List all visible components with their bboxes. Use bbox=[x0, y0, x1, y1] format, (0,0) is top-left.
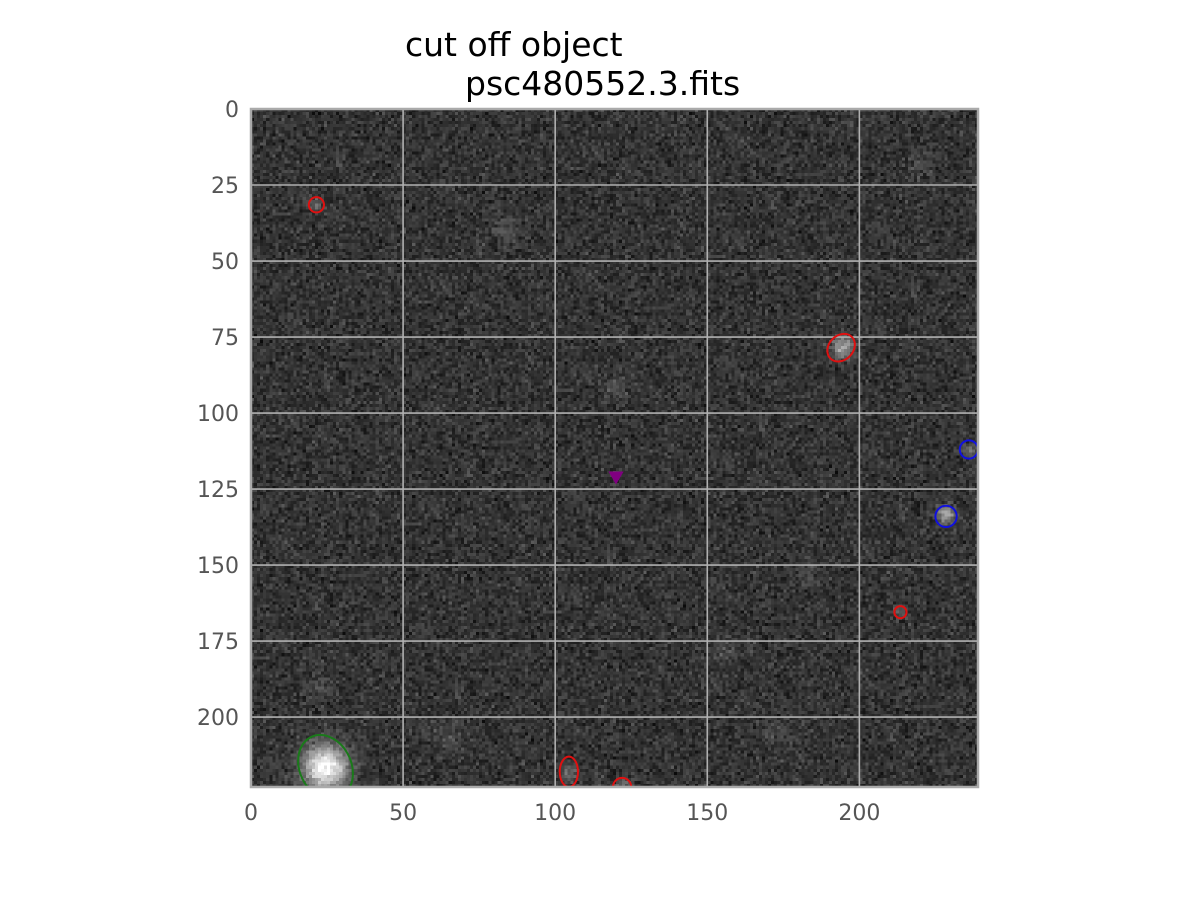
red-source-ellipse bbox=[893, 605, 908, 620]
fits-image bbox=[251, 109, 978, 787]
blue-source-ellipse bbox=[934, 504, 958, 529]
x-axis-ticks: 0 50 100 150 200 bbox=[244, 801, 880, 826]
y-tick-label: 25 bbox=[211, 174, 239, 199]
x-tick-label: 50 bbox=[389, 801, 417, 826]
y-tick-label: 100 bbox=[197, 402, 239, 427]
red-source-ellipse bbox=[558, 755, 579, 787]
red-source-ellipse bbox=[307, 196, 326, 214]
x-tick-label: 200 bbox=[838, 801, 880, 826]
y-tick-label: 0 bbox=[225, 98, 239, 123]
red-source-ellipse bbox=[826, 332, 856, 363]
target-position-marker bbox=[608, 471, 624, 485]
y-tick-label: 200 bbox=[197, 706, 239, 731]
x-tick-label: 0 bbox=[244, 801, 258, 826]
y-axis-ticks: 0 25 50 75 100 125 150 175 200 bbox=[197, 98, 239, 731]
grid-lines bbox=[251, 109, 978, 787]
y-tick-label: 125 bbox=[197, 478, 239, 503]
plot-frame bbox=[249, 107, 980, 789]
green-source-ellipse bbox=[297, 734, 354, 787]
y-tick-label: 75 bbox=[211, 326, 239, 351]
chart-title-line-2: psc480552.3.fits bbox=[465, 64, 741, 103]
x-tick-label: 150 bbox=[686, 801, 728, 826]
plot-area bbox=[251, 109, 978, 787]
chart-title-line-1: cut off object bbox=[405, 25, 623, 64]
y-tick-label: 175 bbox=[197, 630, 239, 655]
y-tick-label: 150 bbox=[197, 554, 239, 579]
x-tick-label: 100 bbox=[534, 801, 576, 826]
y-tick-label: 50 bbox=[211, 250, 239, 275]
